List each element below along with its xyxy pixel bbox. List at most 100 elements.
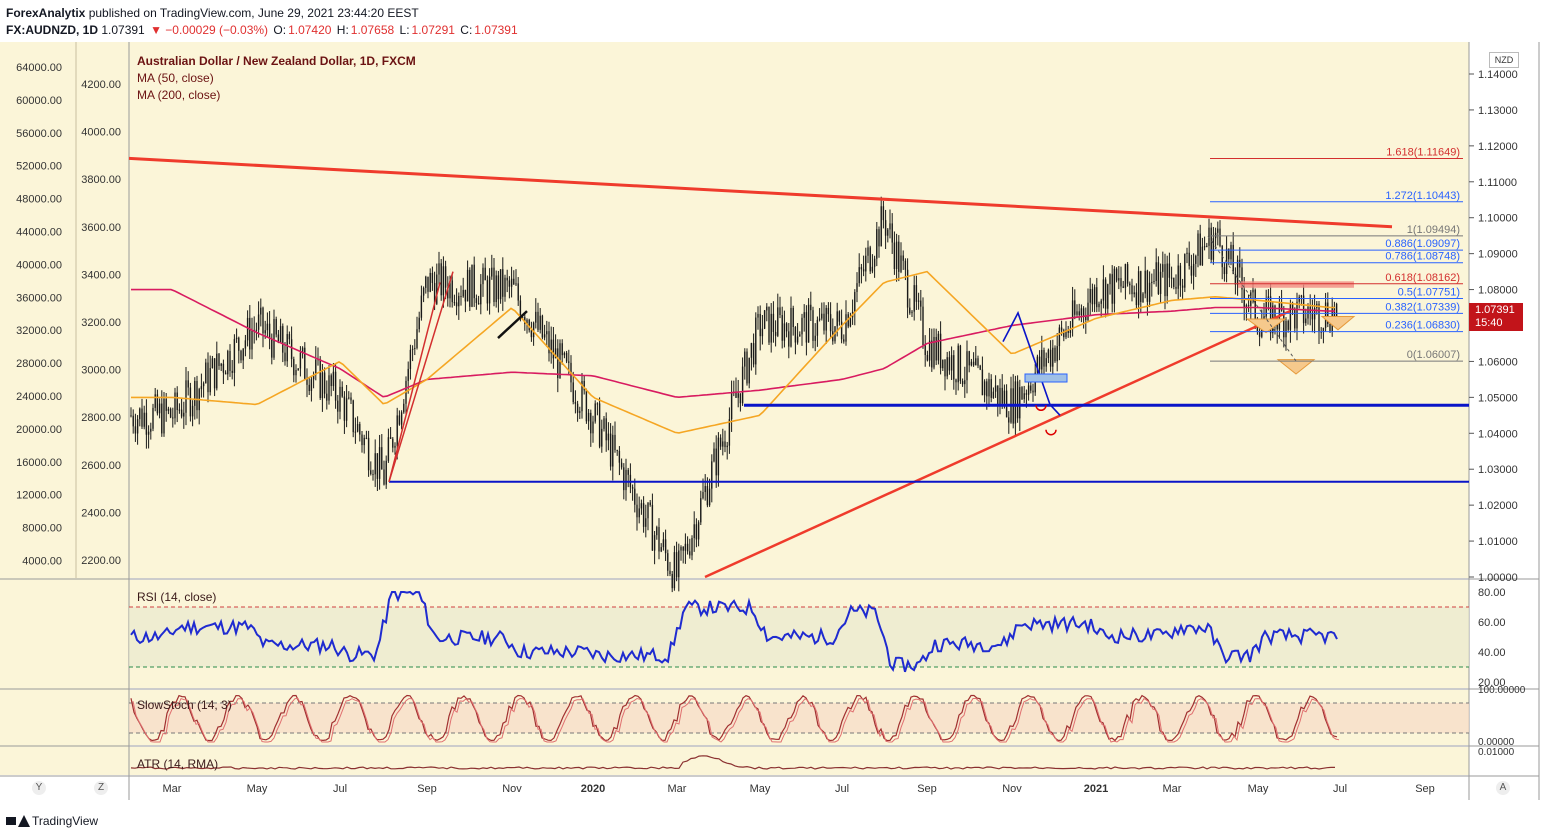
- candle-body: [370, 470, 372, 475]
- stoch-k-line: [130, 694, 1338, 742]
- candle-body: [447, 287, 449, 299]
- ma200-legend[interactable]: MA (200, close): [137, 88, 221, 102]
- circle-marker-b: [1045, 429, 1057, 436]
- candle-body: [1142, 293, 1144, 303]
- candle-body: [684, 543, 687, 551]
- chart-legend: Australian Dollar / New Zealand Dollar, …: [137, 53, 416, 104]
- candle-body: [909, 307, 911, 314]
- atr-label[interactable]: ATR (14, RMA): [137, 757, 219, 771]
- candle-body: [752, 343, 755, 365]
- candle-body: [143, 412, 145, 427]
- candle-body: [150, 428, 152, 432]
- candle-body: [999, 387, 1001, 405]
- candle-body: [548, 331, 550, 354]
- candle-body: [444, 266, 447, 288]
- fib-label: 1(1.09494): [1407, 224, 1460, 236]
- candle-body: [893, 242, 896, 270]
- outer-tick-label: 48000.00: [16, 194, 62, 206]
- auto-scale-button[interactable]: A: [1496, 781, 1510, 795]
- candle-body: [728, 419, 731, 446]
- candle-body: [1179, 265, 1182, 286]
- publisher-name[interactable]: ForexAnalytix: [6, 6, 86, 20]
- candle-body: [328, 375, 330, 401]
- candle-body: [805, 312, 808, 343]
- candle-body: [367, 437, 370, 471]
- candle-body: [363, 437, 365, 446]
- candle-body: [233, 339, 236, 373]
- low-value: 1.07291: [411, 23, 455, 37]
- inner-tick-label: 3000.00: [81, 365, 121, 377]
- candle-body: [1256, 323, 1259, 332]
- candle-body: [858, 267, 860, 284]
- stoch-label[interactable]: SlowStoch (14, 3): [137, 698, 232, 712]
- candle-body: [807, 304, 810, 343]
- candle-body: [623, 467, 625, 491]
- candle-body: [671, 574, 673, 589]
- candle-body: [704, 486, 706, 493]
- candle-body: [418, 317, 420, 330]
- candle-body: [691, 538, 693, 556]
- candle-body: [394, 445, 396, 448]
- candle-body: [196, 380, 198, 411]
- rsi-tick-label: 60.00: [1478, 617, 1506, 629]
- rsi-line: [130, 590, 1338, 673]
- candle-body: [581, 380, 583, 412]
- price-tick-label: 1.08000: [1478, 285, 1518, 297]
- corner-y-button[interactable]: Y: [32, 781, 46, 795]
- candle-body: [297, 368, 299, 371]
- candle-body: [887, 229, 889, 236]
- candle-body: [1175, 286, 1177, 289]
- candle-body: [156, 394, 159, 414]
- candle-body: [990, 379, 992, 398]
- candle-body: [1093, 287, 1096, 305]
- candle-body: [660, 547, 662, 552]
- outer-tick-label: 20000.00: [16, 424, 62, 436]
- candle-body: [161, 403, 163, 434]
- candle-body: [777, 307, 779, 336]
- ma50-legend[interactable]: MA (50, close): [137, 71, 214, 85]
- footer-brand[interactable]: TradingView: [32, 814, 99, 828]
- candle-body: [1111, 274, 1113, 304]
- candle-body: [966, 351, 968, 381]
- candle-body: [240, 350, 242, 361]
- candle-body: [290, 339, 293, 360]
- candle-body: [1223, 267, 1226, 275]
- impulse-line-a: [388, 271, 454, 483]
- candle-body: [552, 339, 555, 359]
- candle-body: [953, 355, 955, 380]
- candle-body: [480, 284, 482, 305]
- candle-body: [506, 277, 508, 281]
- candle-body: [202, 383, 205, 387]
- candle-body: [169, 408, 172, 418]
- candle-body: [658, 527, 660, 552]
- candle-body: [1258, 331, 1261, 337]
- candle-body: [1195, 255, 1197, 264]
- atr-line: [130, 755, 1335, 770]
- candle-body: [475, 298, 478, 303]
- candle-body: [1239, 259, 1241, 268]
- corner-z-button[interactable]: Z: [94, 781, 108, 795]
- candle-body: [1137, 271, 1140, 306]
- rsi-label[interactable]: RSI (14, close): [137, 590, 217, 604]
- outer-tick-label: 52000.00: [16, 161, 62, 173]
- candle-body: [251, 330, 253, 350]
- outer-tick-label: 24000.00: [16, 391, 62, 403]
- candle-body: [992, 391, 995, 398]
- inner-tick-label: 3200.00: [81, 317, 121, 329]
- candle-body: [1188, 252, 1190, 266]
- atr-pane-bg: [129, 747, 1469, 775]
- candle-body: [550, 339, 552, 354]
- drawings-layer: [128, 156, 1469, 579]
- candle-body: [262, 307, 264, 334]
- candle-body: [414, 347, 416, 349]
- candle-body: [880, 206, 882, 247]
- candle-body: [955, 379, 957, 383]
- candle-body: [1063, 330, 1065, 338]
- candle-body: [1186, 252, 1188, 254]
- candle-body: [898, 241, 900, 272]
- candle-body: [238, 337, 240, 351]
- outer-tick-label: 40000.00: [16, 259, 62, 271]
- candle-body: [790, 307, 792, 347]
- candle-body: [546, 331, 548, 335]
